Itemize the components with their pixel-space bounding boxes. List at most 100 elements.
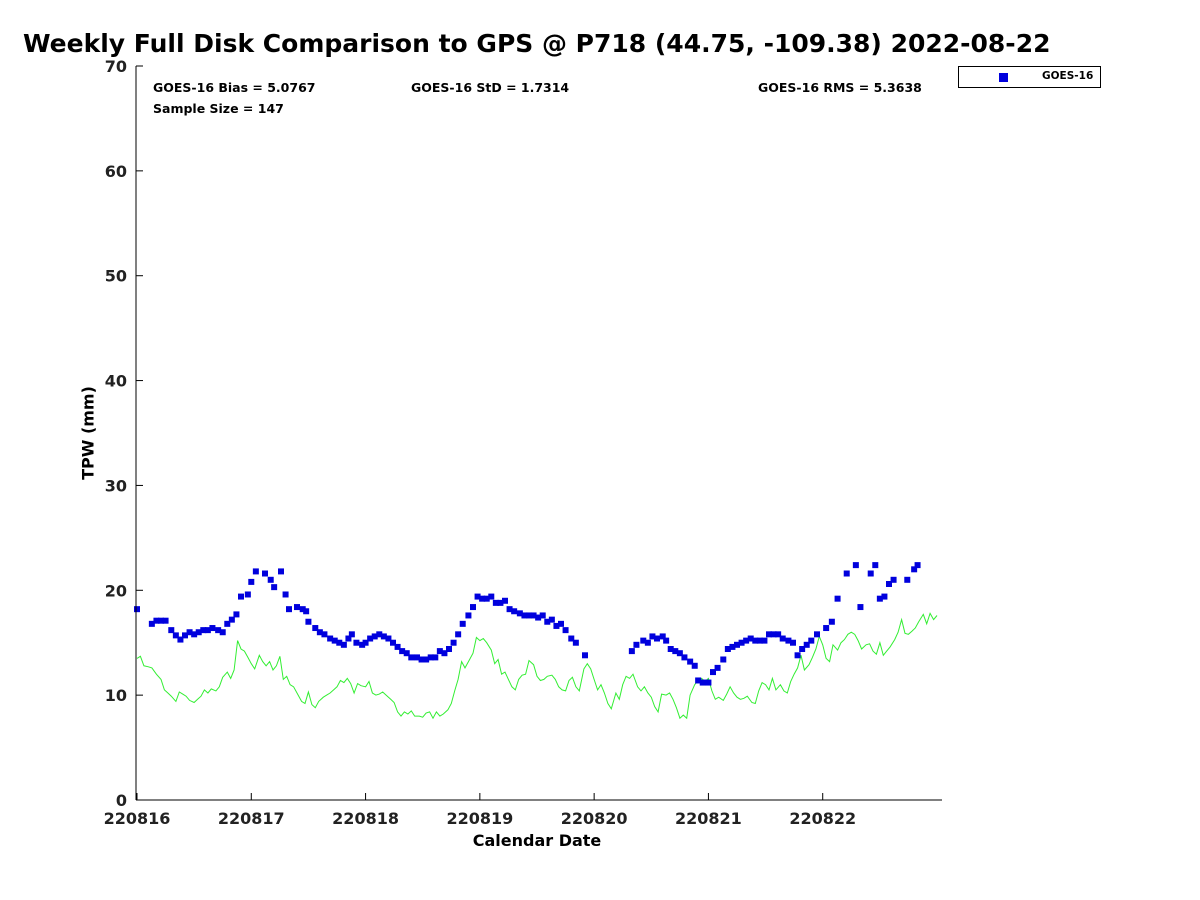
goes-data-point [743,637,750,644]
goes-data-point [852,562,859,569]
goes-data-point [348,631,355,638]
goes-data-point [228,616,235,623]
y-tick-label: 70 [105,57,127,76]
goes-data-point [153,617,160,624]
goes-data-point [572,639,579,646]
x-axis-ticks: 220816 220817 220818 220819 220820 220821 2208… [104,793,856,828]
goes-data-point [521,612,528,619]
goes-data-point [162,617,169,624]
goes-data-point [914,562,921,569]
y-tick-label: 60 [105,162,127,181]
sample-size-stat: Sample Size = 147 [153,101,284,116]
goes-data-point [867,570,874,577]
goes-data-point [562,627,569,634]
goes-data-point [628,648,635,655]
goes-data-point [252,568,259,575]
rms-stat: GOES-16 RMS = 5.3638 [758,80,922,95]
legend-label: GOES-16 [1042,70,1094,82]
y-tick-label: 10 [105,686,127,705]
goes-data-point [886,580,892,587]
goes-data-point [828,618,835,625]
goes-data-point [558,620,564,627]
goes-data-point [359,641,366,648]
goes-data-point [436,648,443,655]
goes-data-point [526,612,532,619]
goes-data-point [327,635,334,642]
goes-data-point [695,677,702,684]
goes-data-point [890,576,897,583]
goes-data-point [808,637,815,644]
goes-data-point [483,595,490,602]
goes-data-point [705,679,712,686]
x-tick-label: 220816 [104,809,171,828]
goes-data-point [371,633,378,640]
x-axis-label: Calendar Date [472,831,602,850]
goes-data-point [238,593,244,600]
x-tick-label: 220822 [789,809,856,828]
goes-data-point [843,570,850,577]
goes-data-point [633,641,640,648]
goes-data-point [450,639,457,646]
goes-data-point [432,654,439,661]
x-tick-label: 220818 [332,809,399,828]
chart-title: Weekly Full Disk Comparison to GPS @ P71… [23,29,1051,58]
goes-data-point [148,620,155,627]
goes-data-point [376,631,383,638]
goes-data-point [640,637,647,644]
goes-data-point [699,679,706,686]
goes-data-point [219,629,226,636]
goes-data-point [408,654,415,661]
goes-data-point [516,610,523,617]
legend: GOES-16 [958,66,1101,88]
goes-data-point [204,627,211,634]
goes-data-point [427,654,434,661]
goes-data-point [267,576,274,583]
goes-data-point [729,643,736,650]
goes-data-point [857,604,864,611]
goes-data-point [779,635,786,642]
goes-data-point [312,625,319,632]
goes-data-point [134,606,140,613]
goes-data-point [659,633,666,640]
goes-data-point [539,612,546,619]
gps-series [136,612,938,720]
goes-data-point [248,578,255,585]
goes-data-point [530,612,537,619]
goes-data-point [687,658,694,665]
goes-data-point [535,614,542,621]
goes-data-point [479,595,486,602]
goes-data-point [548,616,555,623]
goes-data-point [200,627,207,634]
goes-data-point [403,650,410,657]
goes-data-point [470,604,476,611]
goes-data-point [294,604,300,611]
goes-data-point [336,639,343,646]
goes-data-point [331,637,338,644]
goes-data-point [667,646,674,653]
goes-data-point [738,639,745,646]
goes-data-point [766,631,772,638]
goes-data-point [282,591,289,598]
goes-data-point [303,608,310,615]
goes-data-point [799,646,806,653]
goes-data-point [502,597,508,604]
goes-data-point [465,612,472,619]
goes-data-point [321,631,328,638]
goes-data-point [497,599,504,606]
std-stat: GOES-16 StD = 1.7314 [411,80,570,95]
goes-data-point [345,635,352,642]
goes-data-point [876,595,883,602]
goes-data-point [511,608,518,615]
goes-data-point [724,646,731,653]
goes-data-point [177,636,184,643]
y-tick-label: 20 [105,581,127,600]
goes-data-point [423,656,430,663]
goes-data-point [775,631,782,638]
goes-data-point [380,633,387,640]
goes-data-point [714,664,721,671]
goes-data-point [353,639,360,646]
goes-data-point [367,635,374,642]
goes-data-point [459,620,466,627]
goes-data-point [209,625,216,632]
